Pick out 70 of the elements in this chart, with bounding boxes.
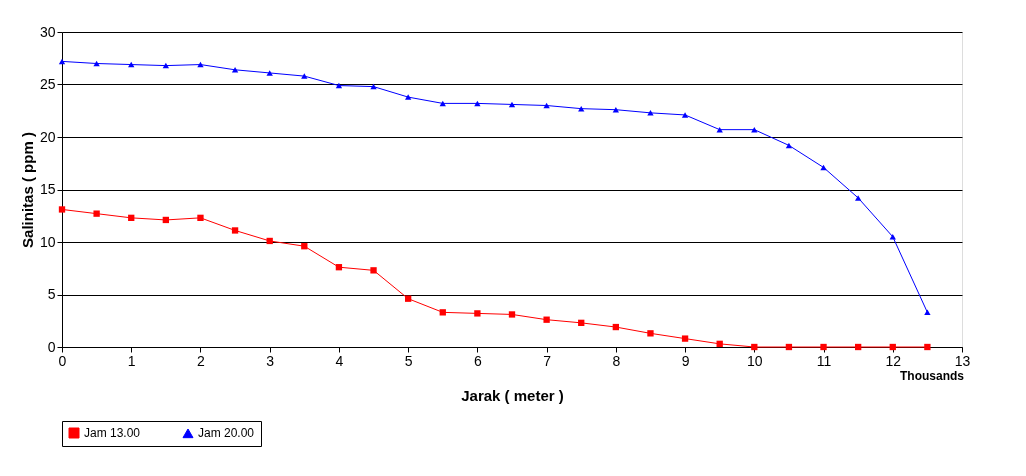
point [924, 343, 931, 351]
y-tick-label: 15 [39, 181, 56, 197]
point [612, 323, 620, 331]
y-tick-label: 25 [39, 76, 56, 92]
x-tick-label: 11 [816, 352, 832, 369]
x-tick-label: 5 [404, 352, 413, 369]
point [231, 227, 239, 234]
point [128, 214, 135, 222]
legend-label: Jam 20.00 [198, 426, 255, 441]
point [785, 343, 793, 351]
x-tick-label: 3 [266, 352, 275, 369]
legend-label: Jam 13.00 [84, 426, 141, 440]
point [543, 102, 550, 109]
point [335, 264, 343, 271]
point [508, 311, 516, 318]
point [266, 237, 273, 245]
y-axis-title: Salinitas ( ppm ) [18, 132, 36, 248]
point [93, 60, 100, 67]
point [508, 101, 516, 108]
point [231, 67, 239, 73]
point [58, 206, 66, 213]
x-tick-label: 13 [954, 352, 971, 369]
y-tick-label: 30 [39, 23, 56, 40]
x-tick-label: 7 [543, 352, 552, 369]
point [162, 62, 170, 69]
point [647, 330, 654, 337]
x-tick-label: 2 [197, 352, 206, 369]
y-tick-label: 0 [47, 338, 56, 355]
point [404, 295, 412, 302]
point [647, 110, 654, 116]
x-tick-label: 1 [127, 352, 136, 369]
y-tick-label: 20 [39, 128, 56, 145]
x-tick-label: 0 [58, 352, 67, 369]
point [370, 267, 377, 274]
point [197, 61, 204, 68]
x-tick-label: 10 [747, 352, 763, 369]
y-tick-label: 5 [47, 286, 56, 302]
point [578, 319, 585, 327]
point [854, 195, 862, 201]
x-tick-label: 12 [885, 352, 902, 369]
point [751, 343, 758, 351]
x-tick-label: 9 [681, 352, 690, 369]
point [854, 343, 862, 351]
point [266, 70, 273, 76]
point [785, 142, 793, 149]
point [474, 310, 481, 317]
point [474, 100, 481, 107]
point [439, 309, 446, 316]
point [820, 164, 827, 171]
point [162, 216, 170, 224]
text: Thousands [899, 369, 965, 383]
point [197, 214, 204, 222]
x-tick-label: 6 [473, 352, 482, 369]
point [58, 58, 66, 65]
point [889, 343, 896, 351]
point [924, 309, 931, 316]
point [301, 243, 308, 250]
point [404, 94, 412, 100]
point [439, 100, 446, 107]
x-axis-title: Jarak ( meter ) [461, 386, 564, 404]
point [301, 73, 308, 79]
point [716, 340, 723, 348]
point [93, 210, 100, 217]
point [543, 316, 550, 323]
y-tick-label: 10 [39, 233, 56, 250]
point [681, 112, 689, 118]
x-tick-label: 8 [612, 352, 621, 369]
point [820, 343, 827, 351]
point [681, 335, 689, 342]
x-tick-label: 4 [335, 352, 344, 369]
